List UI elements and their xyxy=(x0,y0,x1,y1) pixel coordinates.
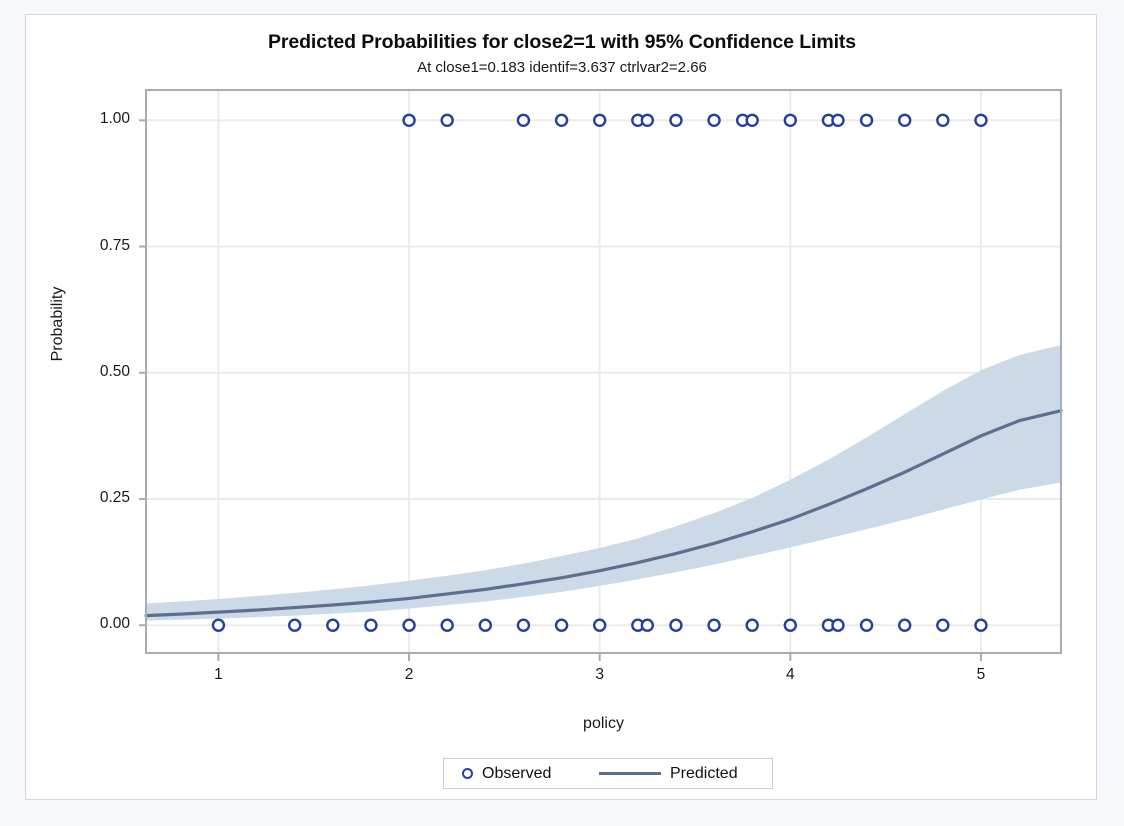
chart-legend: Observed Predicted xyxy=(443,758,773,789)
chart-title: Predicted Probabilities for close2=1 wit… xyxy=(267,31,857,53)
chart-container: Predicted Probabilities for close2=1 wit… xyxy=(26,15,1098,801)
x-tick-label: 3 xyxy=(595,666,604,683)
y-tick-label: 0.50 xyxy=(99,362,130,380)
y-tick-label: 0.25 xyxy=(99,488,130,506)
chart-subtitle: At close1=0.183 identif=3.637 ctrlvar2=2… xyxy=(417,59,707,76)
y-tick-label: 0.75 xyxy=(99,236,130,254)
plot-area xyxy=(139,89,1063,661)
y-tick-label: 1.00 xyxy=(99,110,130,128)
x-tick-label: 5 xyxy=(976,666,986,683)
x-tick-label: 2 xyxy=(404,666,414,683)
legend-item-observed: Observed xyxy=(462,759,551,788)
predicted-line-icon xyxy=(599,772,661,775)
legend-item-predicted: Predicted xyxy=(599,759,738,788)
x-tick-label: 1 xyxy=(214,666,223,683)
y-tick-label: 0.00 xyxy=(99,615,130,633)
chart-card: Predicted Probabilities for close2=1 wit… xyxy=(25,14,1097,800)
x-axis-label: policy xyxy=(583,715,624,732)
legend-label-observed: Observed xyxy=(482,764,552,782)
legend-label-predicted: Predicted xyxy=(670,764,738,782)
x-tick-label: 4 xyxy=(786,666,795,683)
observed-marker-icon xyxy=(462,768,473,779)
